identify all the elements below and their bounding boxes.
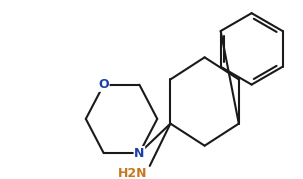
Text: O: O <box>98 78 109 91</box>
Text: N: N <box>134 147 145 160</box>
Text: H2N: H2N <box>118 167 148 179</box>
